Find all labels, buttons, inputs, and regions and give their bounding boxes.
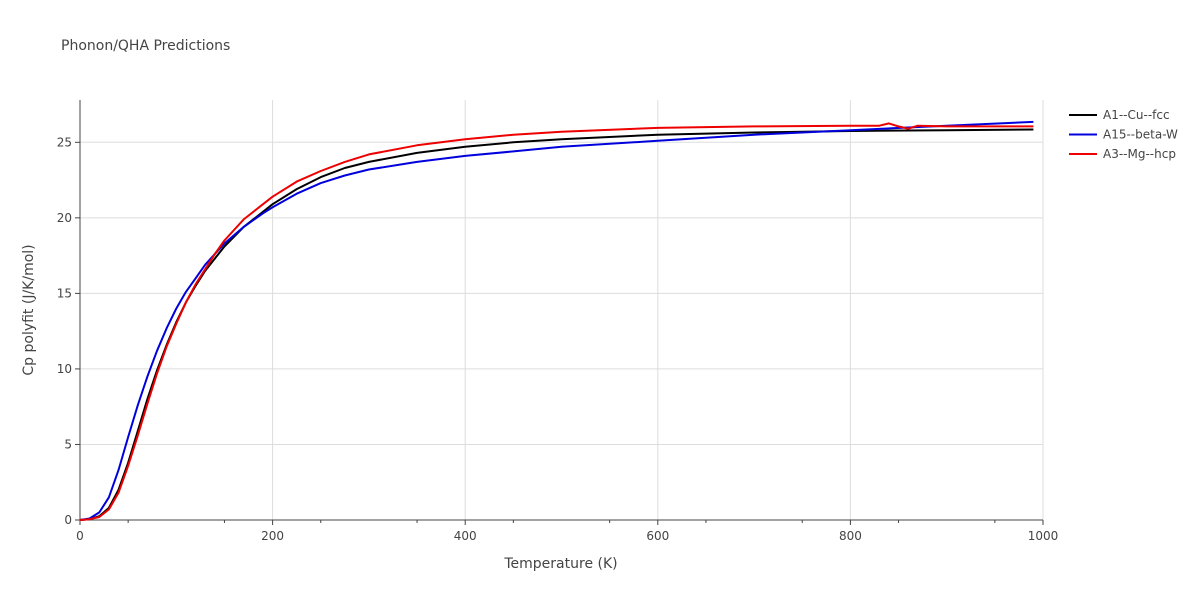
x-tick-label: 600 — [646, 529, 669, 543]
x-tick-label: 0 — [76, 529, 84, 543]
y-tick-label: 5 — [64, 437, 72, 451]
y-axis-ticks: 0 5 10 15 20 25 — [57, 135, 80, 527]
legend-label: A1--Cu--fcc — [1103, 108, 1170, 122]
series-line-1 — [79, 120, 1034, 521]
x-tick-label: 200 — [261, 529, 284, 543]
legend-item-0[interactable]: A1--Cu--fcc — [1069, 108, 1170, 122]
y-tick-label: 0 — [64, 513, 72, 527]
legend-item-1[interactable]: A15--beta-W — [1069, 128, 1178, 142]
legend[interactable]: A1--Cu--fcc A15--beta-W A3--Mg--hcp — [1069, 108, 1178, 161]
x-tick-label: 800 — [839, 529, 862, 543]
legend-label: A3--Mg--hcp — [1103, 147, 1176, 161]
y-tick-label: 25 — [57, 135, 72, 149]
y-tick-label: 20 — [57, 211, 72, 225]
y-axis-title: Cp polyfit (J/K/mol) — [21, 244, 37, 375]
x-tick-label: 1000 — [1028, 529, 1059, 543]
legend-item-2[interactable]: A3--Mg--hcp — [1069, 147, 1176, 161]
y-tick-label: 10 — [57, 362, 72, 376]
series-line-2 — [79, 122, 1034, 521]
plot-lines — [79, 120, 1034, 521]
x-axis-title: Temperature (K) — [503, 556, 617, 572]
x-axis-ticks: 0 200 400 600 800 1000 — [76, 520, 1058, 543]
x-tick-label: 400 — [454, 529, 477, 543]
series-line-0 — [79, 128, 1034, 521]
axes — [79, 100, 1043, 521]
chart-title: Phonon/QHA Predictions — [61, 38, 230, 54]
legend-label: A15--beta-W — [1103, 128, 1178, 142]
y-tick-label: 15 — [57, 286, 72, 300]
grid — [80, 100, 1044, 520]
